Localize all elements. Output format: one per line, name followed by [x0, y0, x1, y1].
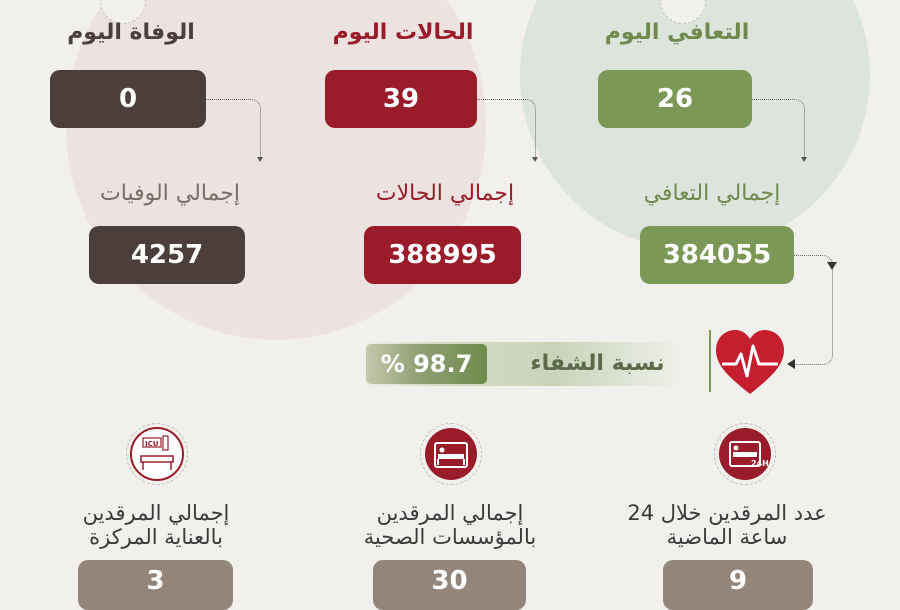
recovery-rate-label: نسبة الشفاء	[530, 351, 665, 376]
bed-24h-icon: 24H	[714, 423, 776, 485]
total-recovered-label: إجمالي التعافي	[643, 181, 781, 206]
total-cases-label: إجمالي الحالات	[375, 181, 515, 206]
svg-text:24H: 24H	[751, 459, 769, 468]
hospitalized-facilities-line2: بالمؤسسات الصحية	[363, 525, 537, 549]
hospitalized-icu-label: إجمالي المرقدين بالعناية المركزة	[46, 501, 266, 549]
recovered-today-value: 26	[598, 70, 752, 128]
connector-deaths	[206, 99, 261, 160]
divider-line	[709, 330, 711, 392]
total-cases-value: 388995	[364, 226, 521, 284]
connector-arrow-deaths	[257, 157, 263, 162]
recovered-today-label: التعافي اليوم	[604, 20, 750, 45]
total-recovered-value: 384055	[640, 226, 794, 284]
connector-arrow-top	[827, 262, 837, 270]
connector-arrow-heart	[787, 359, 795, 369]
total-deaths-value: 4257	[89, 226, 245, 284]
hospitalized-24h-label: عدد المرقدين خلال 24 ساعة الماضية	[612, 501, 842, 549]
deaths-today-label: الوفاة اليوم	[67, 20, 195, 45]
hospital-bed-icon	[420, 423, 482, 485]
hospitalized-icu-value: 3	[78, 560, 233, 610]
connector-recovery	[794, 255, 833, 365]
icu-bed-icon: ICU	[126, 423, 188, 485]
svg-text:ICU: ICU	[145, 440, 159, 448]
deaths-today-value: 0	[50, 70, 206, 128]
connector-recovered	[752, 99, 805, 160]
hospitalized-facilities-line1: إجمالي المرقدين	[376, 501, 524, 525]
hospitalized-icu-line1: إجمالي المرقدين	[82, 501, 230, 525]
total-deaths-label: إجمالي الوفيات	[100, 181, 240, 206]
connector-cases	[477, 99, 536, 160]
cases-today-label: الحالات اليوم	[332, 20, 474, 45]
hospitalized-icu-line2: بالعناية المركزة	[89, 525, 223, 549]
connector-arrow-recovered	[801, 157, 807, 162]
cases-today-value: 39	[325, 70, 477, 128]
connector-arrow-cases	[532, 157, 538, 162]
hospitalized-24h-value: 9	[663, 560, 813, 610]
background-circle-pink	[66, 0, 486, 340]
recovery-rate-value-box	[366, 344, 487, 384]
hospitalized-facilities-label: إجمالي المرقدين بالمؤسسات الصحية	[340, 501, 560, 549]
heart-icon	[712, 326, 788, 398]
hospitalized-facilities-value: 30	[373, 560, 526, 610]
hospitalized-24h-line1: عدد المرقدين خلال 24	[627, 501, 827, 525]
hospitalized-24h-line2: ساعة الماضية	[666, 525, 788, 549]
recovery-rate-value: % 98.7	[380, 350, 473, 378]
